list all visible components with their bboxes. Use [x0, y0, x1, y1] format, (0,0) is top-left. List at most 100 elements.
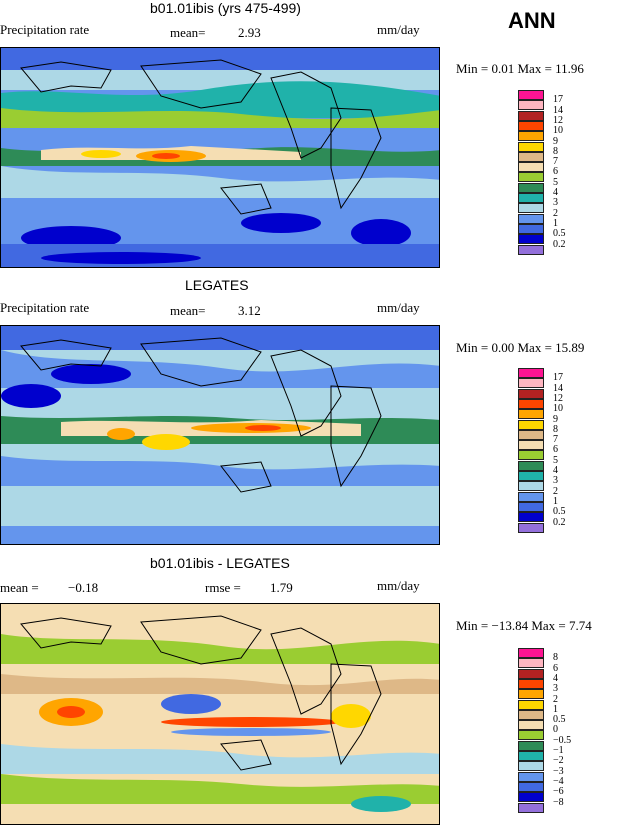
colorbar-tick-label: 8	[553, 145, 558, 157]
colorbar-tick-label: 0.5	[553, 506, 566, 518]
colorbar-swatch	[518, 90, 544, 100]
colorbar-swatch	[518, 100, 544, 111]
colorbar-swatch	[518, 720, 544, 731]
colorbar-swatch	[518, 689, 544, 700]
colorbar-tick-label: 4	[553, 672, 558, 684]
colorbar-tick-label: 12	[553, 114, 563, 126]
panel3-map	[0, 603, 440, 825]
colorbar-swatch	[518, 709, 544, 720]
colorbar-tick-label: 6	[553, 444, 558, 456]
colorbar-tick-label: −4	[553, 775, 564, 787]
panel3-colorbar	[518, 648, 544, 813]
colorbar-swatch	[518, 501, 544, 512]
colorbar-tick-label: −6	[553, 786, 564, 798]
colorbar-tick-label: 17	[553, 94, 563, 106]
panel3-minmax: Min = −13.84 Max = 7.74	[456, 618, 592, 633]
panel1-map	[0, 47, 440, 268]
colorbar-swatch	[518, 120, 544, 131]
colorbar-swatch	[518, 398, 544, 409]
colorbar-tick-label: 9	[553, 135, 558, 147]
panel3-units: mm/day	[377, 578, 420, 593]
colorbar-tick-label: −1	[553, 745, 564, 756]
colorbar-swatch	[518, 792, 544, 803]
colorbar-swatch	[518, 491, 544, 502]
panel3-rmse-value: 1.79	[270, 580, 293, 595]
colorbar-tick-label: 14	[553, 382, 563, 394]
panel1-mean-label: mean=	[170, 25, 206, 40]
colorbar-swatch	[518, 244, 544, 255]
colorbar-tick-label: 0	[553, 724, 558, 736]
colorbar-tick-label: 12	[553, 392, 563, 404]
colorbar-tick-label: 5	[553, 176, 558, 188]
colorbar-swatch	[518, 162, 544, 173]
colorbar-swatch	[518, 740, 544, 751]
colorbar-swatch	[518, 223, 544, 234]
panel2-map-field	[1, 326, 439, 544]
colorbar-tick-label: 17	[553, 372, 563, 384]
colorbar-tick-label: 0.5	[553, 714, 566, 726]
panel3-map-field	[1, 604, 439, 824]
colorbar-tick-label: 2	[553, 207, 558, 219]
panel1-colorbar	[518, 90, 544, 255]
colorbar-swatch	[518, 781, 544, 792]
colorbar-swatch	[518, 182, 544, 193]
colorbar-tick-label: 6	[553, 166, 558, 178]
colorbar-swatch	[518, 761, 544, 772]
panel1-units: mm/day	[377, 22, 420, 37]
panel2-mean-value: 3.12	[238, 303, 261, 318]
colorbar-tick-label: −3	[553, 765, 564, 777]
colorbar-swatch	[518, 203, 544, 214]
colorbar-swatch	[518, 512, 544, 523]
colorbar-swatch	[518, 429, 544, 440]
panel1-mean-value: 2.93	[238, 25, 261, 40]
colorbar-swatch	[518, 388, 544, 399]
panel3-mean-value: −0.18	[68, 580, 99, 595]
colorbar-tick-label: 1	[553, 495, 558, 507]
panel2-mean-label: mean=	[170, 303, 206, 318]
panel2-units: mm/day	[377, 300, 420, 315]
colorbar-swatch	[518, 151, 544, 162]
panel1-minmax: Min = 0.01 Max = 11.96	[456, 61, 584, 76]
colorbar-tick-label: 3	[553, 683, 558, 695]
colorbar-swatch	[518, 193, 544, 203]
colorbar-swatch	[518, 141, 544, 152]
colorbar-tick-label: 7	[553, 434, 558, 446]
colorbar-swatch	[518, 668, 544, 679]
colorbar-swatch	[518, 440, 544, 451]
colorbar-swatch	[518, 481, 544, 492]
colorbar-tick-label: −8	[553, 796, 564, 808]
colorbar-tick-label: 10	[553, 403, 563, 415]
colorbar-tick-label: 7	[553, 156, 558, 168]
colorbar-swatch	[518, 110, 544, 121]
colorbar-swatch	[518, 471, 544, 481]
colorbar-tick-label: 9	[553, 413, 558, 425]
panel3-mean-label: mean =	[0, 580, 39, 595]
colorbar-tick-label: −0.5	[553, 734, 572, 746]
colorbar-tick-label: 4	[553, 465, 558, 476]
colorbar-swatch	[518, 678, 544, 689]
colorbar-swatch	[518, 751, 544, 761]
panel3-title: b01.01ibis - LEGATES	[150, 555, 290, 571]
panel1-variable-label: Precipitation rate	[0, 22, 90, 37]
colorbar-tick-label: 2	[553, 485, 558, 497]
colorbar-tick-label: 4	[553, 187, 558, 198]
panel2-title: LEGATES	[185, 277, 249, 293]
panel1-map-field	[1, 48, 439, 267]
colorbar-swatch	[518, 419, 544, 430]
colorbar-swatch	[518, 409, 544, 420]
colorbar-swatch	[518, 522, 544, 533]
colorbar-tick-label: 10	[553, 125, 563, 137]
colorbar-swatch	[518, 378, 544, 389]
colorbar-swatch	[518, 771, 544, 782]
colorbar-swatch	[518, 234, 544, 245]
colorbar-swatch	[518, 368, 544, 378]
panel2-colorbar	[518, 368, 544, 533]
panel2-minmax: Min = 0.00 Max = 15.89	[456, 340, 585, 355]
colorbar-tick-label: 0.2	[553, 516, 566, 528]
colorbar-swatch	[518, 730, 544, 741]
colorbar-tick-label: 5	[553, 454, 558, 466]
colorbar-swatch	[518, 802, 544, 813]
colorbar-tick-label: 0.5	[553, 228, 566, 240]
panel2-variable-label: Precipitation rate	[0, 300, 90, 315]
colorbar-swatch	[518, 648, 544, 658]
